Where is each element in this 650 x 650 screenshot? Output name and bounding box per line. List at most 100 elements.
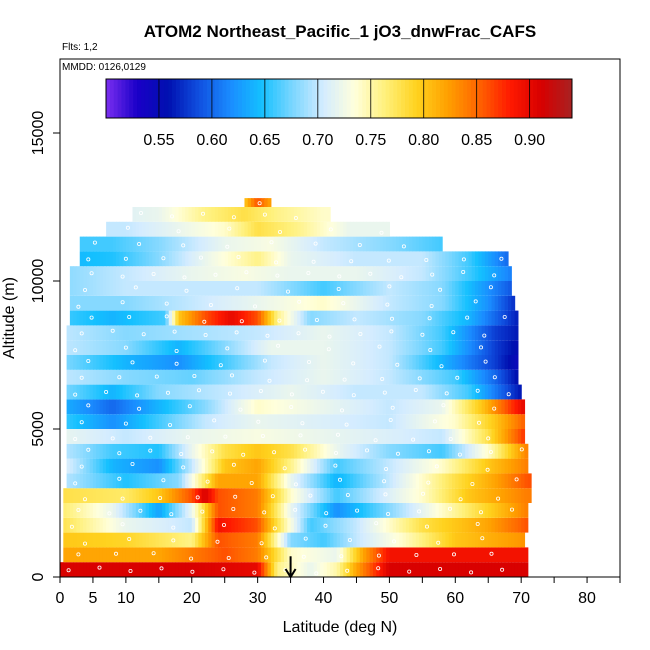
heatmap-cell [452, 281, 456, 296]
heatmap-cell [303, 281, 308, 296]
heatmap-cell [445, 414, 450, 429]
heatmap-cell [366, 414, 371, 429]
heatmap-cell [254, 503, 259, 518]
observation-point [269, 240, 274, 245]
heatmap-cell [79, 251, 84, 267]
heatmap-cell [297, 414, 302, 429]
heatmap-cell [330, 488, 335, 503]
observation-point [514, 477, 519, 482]
heatmap-cell [185, 503, 190, 518]
heatmap-cell [280, 369, 285, 385]
heatmap-cell [247, 251, 252, 267]
heatmap-cell [234, 325, 239, 341]
heatmap-cell [419, 547, 423, 563]
heatmap-cell [369, 236, 374, 252]
heatmap-cell [478, 281, 483, 296]
heatmap-cell [148, 340, 153, 355]
heatmap-cell [313, 369, 318, 385]
heatmap-cell [514, 355, 519, 370]
heatmap-cell [428, 562, 433, 577]
heatmap-cell [148, 399, 153, 415]
heatmap-cell [376, 310, 381, 326]
heatmap-cell [132, 399, 137, 415]
heatmap-cell [195, 473, 199, 489]
heatmap-cell [83, 355, 87, 370]
colorbar-cell [140, 79, 146, 118]
heatmap-cell [353, 473, 358, 489]
colorbar-cell [133, 79, 138, 118]
heatmap-cell [287, 325, 292, 341]
heatmap-cell [274, 414, 279, 429]
heatmap-cell [399, 251, 404, 267]
heatmap-cell [185, 517, 190, 533]
heatmap-cell [178, 325, 183, 341]
heatmap-cell [129, 473, 134, 489]
heatmap-cell [214, 488, 219, 503]
heatmap-cell [122, 443, 127, 459]
heatmap-cell [280, 547, 285, 563]
heatmap-cell [504, 473, 509, 489]
heatmap-cell [129, 251, 134, 267]
heatmap-cell [165, 503, 170, 518]
heatmap-cell [270, 281, 275, 296]
heatmap-cell [260, 221, 265, 237]
heatmap-cell [346, 458, 351, 474]
heatmap-cell [488, 266, 493, 281]
heatmap-cell [221, 369, 226, 385]
heatmap-cell [333, 503, 338, 518]
observation-point [339, 408, 344, 413]
observation-point [489, 551, 494, 556]
heatmap-cell [455, 429, 460, 444]
heatmap-cell [66, 458, 71, 474]
heatmap-cell [191, 517, 196, 533]
heatmap-cell [260, 443, 265, 459]
heatmap-cell [162, 399, 167, 415]
heatmap-cell [326, 443, 331, 459]
heatmap-cell [251, 198, 255, 207]
heatmap-cell [129, 266, 134, 281]
heatmap-cell [458, 458, 463, 474]
heatmap-cell [73, 295, 78, 311]
heatmap-cell [293, 221, 298, 237]
observation-point [117, 451, 122, 456]
heatmap-cell [475, 473, 479, 489]
heatmap-cell [320, 221, 325, 237]
heatmap-cell [415, 340, 420, 355]
heatmap-cell [165, 384, 170, 400]
observation-point [200, 211, 205, 216]
heatmap-cell [109, 414, 114, 429]
heatmap-cell [405, 443, 410, 459]
heatmap-cell [372, 281, 377, 296]
heatmap-cell [257, 266, 262, 281]
heatmap-cell [181, 488, 186, 503]
heatmap-cell [280, 281, 285, 296]
heatmap-cell [191, 414, 196, 429]
heatmap-cell [260, 473, 265, 489]
heatmap-cell [116, 399, 120, 415]
heatmap-cell [508, 281, 512, 296]
heatmap-cell [484, 384, 489, 400]
heatmap-cell [168, 355, 173, 370]
heatmap-cell [412, 251, 417, 267]
heatmap-cell [498, 503, 503, 518]
heatmap-cell [359, 236, 364, 252]
observation-point [190, 569, 195, 574]
heatmap-cell [264, 503, 269, 518]
heatmap-cell [432, 503, 437, 518]
heatmap-cell [382, 221, 387, 237]
heatmap-cell [201, 429, 206, 444]
colorbar-cell [222, 79, 227, 118]
heatmap-cell [438, 295, 443, 311]
heatmap-cell [66, 325, 71, 341]
heatmap-cell [343, 532, 348, 548]
heatmap-cell [310, 340, 315, 355]
heatmap-cell [287, 473, 292, 489]
colorbar-cell [498, 79, 503, 118]
heatmap-cell [415, 458, 420, 474]
heatmap-cell [274, 207, 279, 222]
heatmap-cell [428, 517, 433, 533]
heatmap-cell [92, 517, 97, 533]
heatmap-cell [211, 458, 216, 474]
heatmap-cell [452, 488, 456, 503]
heatmap-cell [241, 340, 246, 355]
